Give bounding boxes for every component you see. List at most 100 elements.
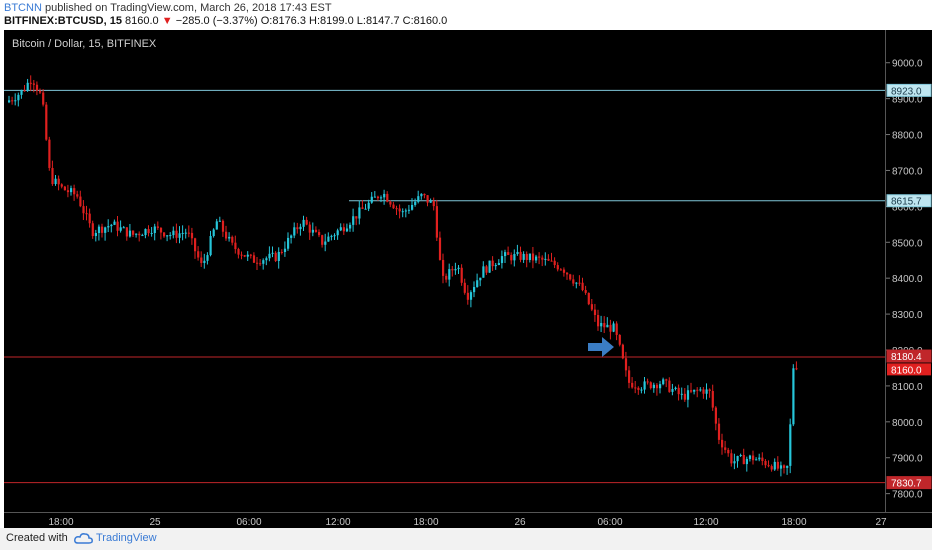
- candle-up: [779, 465, 783, 469]
- candle-down: [280, 251, 283, 253]
- candle-down: [355, 216, 358, 219]
- price-axis[interactable]: 9000.0 8900.0 8800.0 8700.0 8600.0 8500.0 8400…: [885, 30, 932, 512]
- candle-up: [97, 226, 101, 233]
- candle-up: [181, 232, 184, 234]
- price-line-label: 8180.4: [891, 352, 922, 363]
- candle-down: [559, 269, 562, 271]
- candle-down: [581, 282, 584, 291]
- candle-up: [330, 235, 333, 237]
- candle-down: [342, 227, 345, 232]
- candle-down: [225, 231, 228, 239]
- price-axis-scale[interactable]: 9000.0 8900.0 8800.0 8700.0 8600.0 8500.0 8400…: [886, 30, 932, 512]
- candle-up: [488, 260, 491, 273]
- candle-up: [153, 226, 156, 233]
- annotation-arrow-icon[interactable]: [588, 337, 614, 358]
- close-value: C:8160.0: [402, 15, 448, 27]
- candle-down: [442, 259, 445, 276]
- candle-up: [600, 323, 603, 327]
- candle-down: [683, 393, 686, 400]
- candle-up: [17, 94, 20, 101]
- candle-down: [23, 90, 26, 92]
- time-tick-label: 12:00: [693, 517, 718, 528]
- candle-up: [420, 193, 423, 197]
- candle-up: [516, 251, 519, 255]
- candle-down: [101, 226, 104, 233]
- candle-down: [79, 196, 82, 207]
- candle-down: [259, 263, 262, 265]
- price-tick-label: 8300.0: [892, 310, 923, 321]
- change-value: −285.0 (−3.37%): [175, 15, 258, 27]
- candle-up: [262, 260, 265, 264]
- price-tick-label: 9000.0: [892, 59, 923, 70]
- candle-up: [178, 233, 181, 238]
- candle-up: [528, 253, 531, 260]
- candle-down: [702, 389, 705, 394]
- candle-up: [203, 260, 206, 263]
- candle-up: [277, 251, 280, 261]
- candle-down: [116, 221, 119, 231]
- candle-up: [476, 280, 479, 288]
- candle-up: [107, 226, 110, 228]
- candle-up: [26, 82, 29, 91]
- candle-down: [677, 387, 680, 395]
- candle-down: [553, 260, 556, 266]
- candle-up: [271, 252, 274, 254]
- candle-up: [166, 235, 169, 237]
- candle-down: [376, 196, 380, 199]
- candle-down: [256, 262, 259, 264]
- candle-up: [643, 381, 646, 390]
- time-tick-label: 25: [149, 517, 161, 528]
- candlestick-chart[interactable]: Bitcoin / Dollar, 15, BITFINEX: [4, 30, 885, 512]
- candle-down: [159, 227, 163, 233]
- candle-up: [535, 256, 538, 261]
- candle-up: [380, 197, 383, 199]
- candle-down: [624, 358, 628, 371]
- candle-down: [147, 229, 150, 234]
- chart-area[interactable]: Bitcoin / Dollar, 15, BITFINEX: [4, 30, 885, 512]
- candle-down: [795, 368, 798, 370]
- candle-up: [606, 324, 609, 328]
- candle-up: [299, 226, 302, 230]
- candle-up: [500, 256, 504, 264]
- candle-down: [485, 266, 488, 273]
- candle-up: [290, 235, 293, 238]
- price-tick-label: 8600.0: [892, 202, 923, 213]
- candle-up: [404, 210, 407, 212]
- candle-up: [293, 227, 296, 236]
- candle-down: [764, 460, 767, 466]
- price-tick-label: 8400.0: [892, 274, 923, 285]
- candle-up: [497, 263, 500, 265]
- candle-down: [776, 461, 779, 469]
- candle-down: [742, 455, 745, 465]
- candle-up: [411, 204, 414, 210]
- time-tick-label: 18:00: [48, 517, 73, 528]
- candle-up: [792, 368, 795, 425]
- candle-up: [228, 236, 231, 239]
- candle-up: [169, 235, 172, 237]
- candle-down: [321, 235, 324, 245]
- tradingview-cloud-icon: [74, 532, 94, 544]
- chart-title: Bitcoin / Dollar, 15, BITFINEX: [12, 38, 157, 50]
- candle-up: [94, 232, 97, 237]
- candle-down: [696, 389, 699, 391]
- candle-down: [274, 252, 277, 261]
- candle-up: [20, 90, 23, 95]
- candle-down: [593, 309, 597, 316]
- candle-down: [714, 407, 717, 424]
- candle-down: [618, 334, 621, 345]
- candle-down: [538, 256, 541, 258]
- candle-up: [352, 216, 355, 225]
- candle-down: [125, 227, 128, 237]
- author-link[interactable]: BTCNN: [4, 2, 42, 14]
- time-axis-scale[interactable]: 18:00 25 06:00 12:00 18:00 26 06:00 12:00 18:00 2…: [4, 513, 932, 529]
- candle-down: [187, 232, 190, 234]
- candle-up: [345, 228, 349, 232]
- candle-down: [463, 282, 466, 293]
- candle-up: [407, 209, 411, 211]
- candle-up: [358, 207, 361, 219]
- time-axis[interactable]: 18:00 25 06:00 12:00 18:00 26 06:00 12:00 18:00 2…: [4, 512, 932, 529]
- candle-down: [752, 455, 755, 461]
- candle-down: [305, 219, 308, 225]
- candle-down: [39, 90, 42, 93]
- tradingview-brand-link[interactable]: TradingView: [96, 532, 157, 544]
